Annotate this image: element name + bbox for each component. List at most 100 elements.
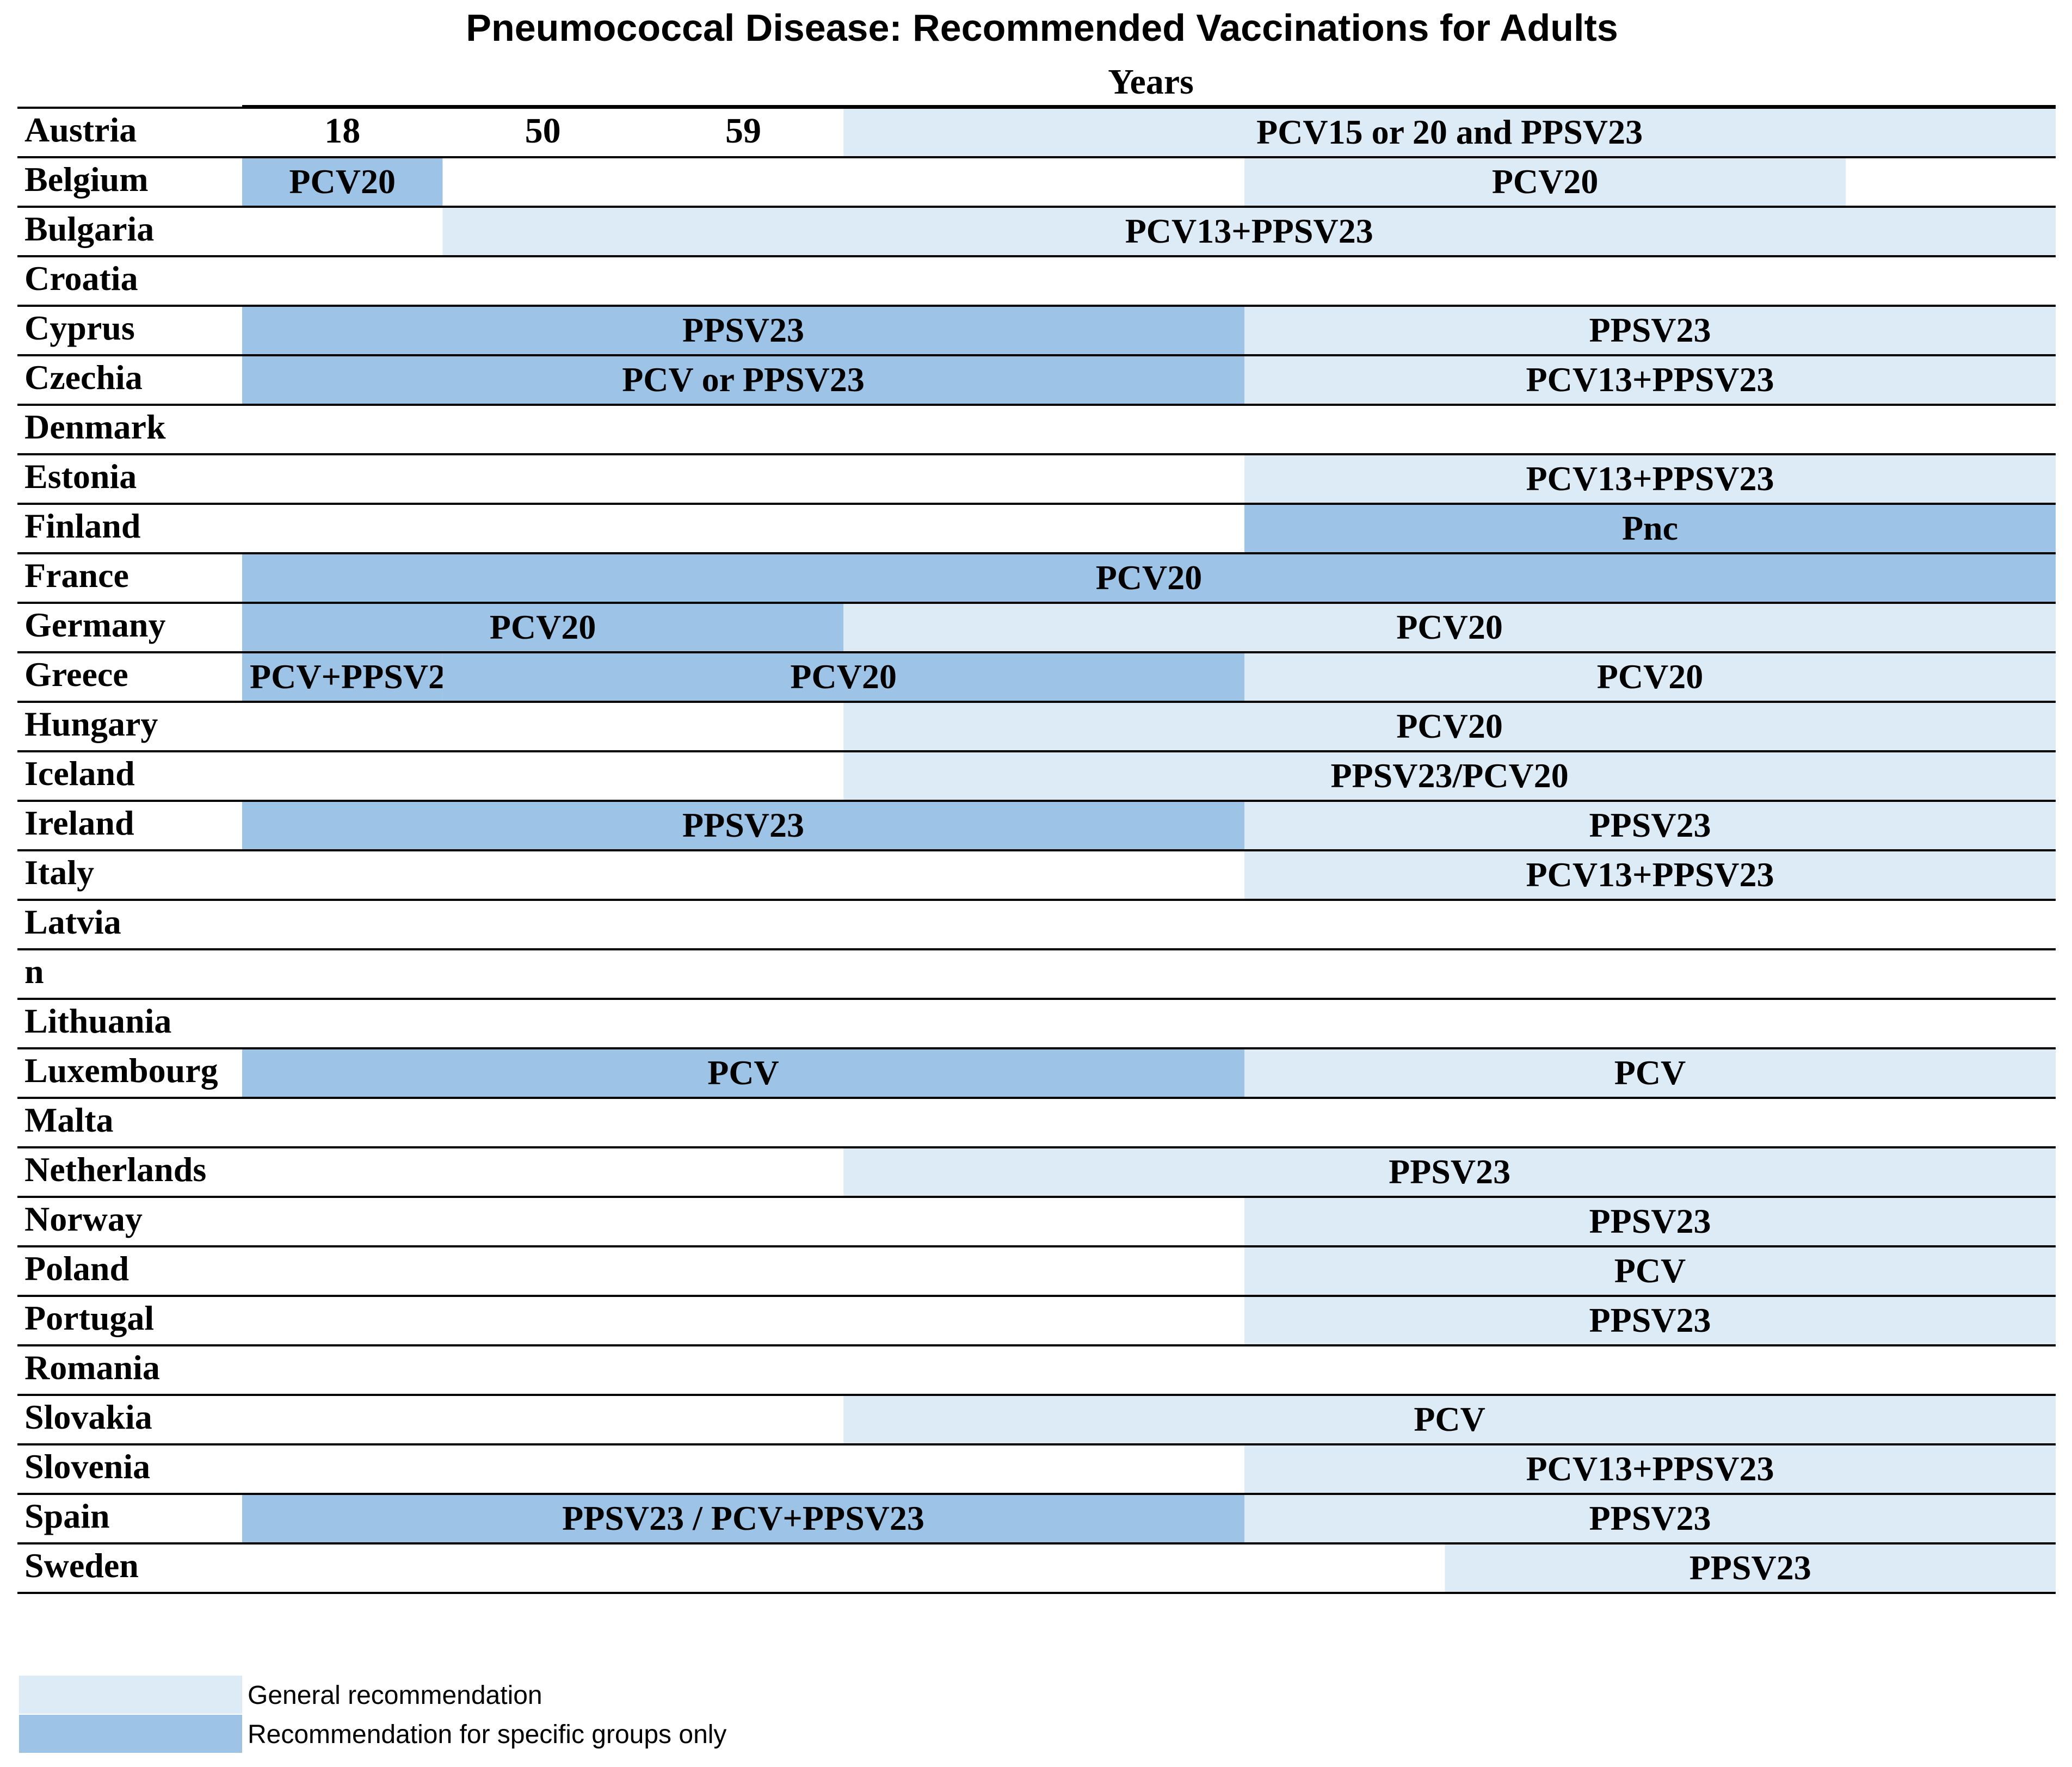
x-axis-label: Years [1108, 62, 1194, 102]
country-label: Cyprus [24, 308, 135, 347]
country-label: Portugal [24, 1299, 154, 1337]
recommendation-bar-specific [242, 356, 1244, 404]
recommendation-bar-general [843, 1396, 2056, 1443]
country-row: PCV+PPSV2 PCV20 PCV20 Greece [17, 651, 2056, 701]
age-tick-label: 50 [525, 111, 561, 151]
recommendation-label: PCV20 [1597, 657, 1704, 696]
country-row: Malta [17, 1097, 2056, 1139]
recommendation-label: PCV20 [1492, 162, 1599, 201]
country-row: Lithuania [17, 998, 2056, 1040]
recommendation-label: PCV or PPSV23 [622, 360, 865, 399]
country-row: PCV13+PPSV23 Bulgaria [17, 206, 2056, 255]
country-row: PPSV23/PCV20 Iceland [17, 750, 2056, 800]
recommendation-bar-general [843, 109, 2056, 156]
country-label: Iceland [24, 754, 135, 793]
recommendation-bar-general [1244, 307, 2056, 354]
recommendation-bar-specific [242, 1495, 1244, 1542]
country-row: PCV20 PCV20 Belgium [17, 156, 2056, 206]
recommendation-label: PPSV23 [1689, 1548, 1811, 1587]
recommendation-label: PCV13+PPSV23 [1526, 1449, 1774, 1488]
legend-label-specific: Recommendation for specific groups only [248, 1720, 726, 1749]
country-row: PCV13+PPSV23 Italy [17, 849, 2056, 899]
recommendation-bar-general [1244, 455, 2056, 503]
recommendation-bar-general [1244, 802, 2056, 849]
recommendation-bar-general [843, 604, 2056, 651]
country-label: Slovakia [24, 1398, 152, 1436]
country-rows: PCV15 or 20 and PPSV23 Austria PCV20 PCV20 B… [17, 107, 2056, 1594]
recommendation-bar-specific [242, 802, 1244, 849]
country-row: PCV13+PPSV23 Estonia [17, 453, 2056, 503]
country-label: Belgium [24, 160, 149, 199]
country-label: Spain [24, 1497, 110, 1535]
country-row: PCV Slovakia [17, 1394, 2056, 1443]
legend: General recommendation Recommendation fo… [19, 1676, 726, 1753]
recommendation-label: PPSV23/PCV20 [1330, 756, 1568, 795]
country-row: Pnc Finland [17, 503, 2056, 552]
recommendation-label: PCV20 [1096, 558, 1202, 597]
recommendation-label: PCV [1414, 1400, 1485, 1438]
country-row: PCV PCV Luxembourg [17, 1047, 2056, 1097]
chart-title: Pneumococcal Disease: Recommended Vaccin… [466, 7, 1618, 49]
country-label: Greece [24, 655, 128, 694]
country-row: PPSV23 PPSV23 Ireland [17, 800, 2056, 849]
recommendation-bar-general [1244, 1049, 2056, 1097]
country-row: PCV20 PCV20 Germany [17, 602, 2056, 651]
recommendation-label: PCV13+PPSV23 [1526, 459, 1774, 498]
recommendation-label: PCV20 [1396, 707, 1503, 745]
recommendation-label: PCV15 or 20 and PPSV23 [1256, 113, 1643, 151]
country-row: Romania [17, 1344, 2056, 1387]
country-row: PCV20 France [17, 552, 2056, 602]
recommendation-label: Pnc [1622, 509, 1678, 547]
recommendation-bar-general [442, 208, 2056, 255]
country-row: Croatia [17, 255, 2056, 298]
age-tick-label: 59 [725, 111, 761, 151]
recommendation-bar-general [843, 1148, 2056, 1196]
recommendation-bar-specific [442, 653, 1244, 701]
legend-swatch-general [19, 1676, 242, 1714]
recommendation-bar-general [843, 703, 2056, 750]
country-label: Hungary [24, 705, 158, 743]
recommendation-bar-general [1244, 1247, 2056, 1295]
recommendation-label: PPSV23 [1389, 1152, 1510, 1191]
recommendation-label: PCV [1614, 1251, 1686, 1290]
recommendation-label: PCV20 [289, 162, 396, 201]
recommendation-label: PCV13+PPSV23 [1526, 360, 1774, 399]
country-label: Malta [24, 1101, 114, 1139]
country-label: Bulgaria [24, 209, 154, 248]
country-row: PCV15 or 20 and PPSV23 Austria [17, 107, 2056, 156]
country-label: France [24, 556, 129, 595]
recommendation-label: PPSV23 [1589, 311, 1711, 349]
recommendation-label: PCV20 [790, 657, 897, 696]
country-row: Denmark [17, 404, 2056, 446]
recommendation-bar-general [843, 752, 2056, 800]
country-row: PPSV23 Netherlands [17, 1146, 2056, 1196]
recommendation-label: PCV20 [1396, 608, 1503, 646]
legend-label-general: General recommendation [248, 1681, 542, 1710]
country-row: PPSV23 Sweden [17, 1542, 2056, 1592]
recommendation-label: PPSV23 / PCV+PPSV23 [562, 1499, 924, 1537]
country-label: Estonia [24, 457, 137, 496]
country-label: Slovenia [24, 1447, 150, 1486]
legend-swatch-specific [19, 1715, 242, 1753]
age-tick-label: 18 [324, 111, 360, 151]
country-row: PPSV23 PPSV23 Cyprus [17, 305, 2056, 354]
country-label: Poland [24, 1249, 129, 1288]
recommendation-label: PPSV23 [1589, 1499, 1711, 1537]
recommendation-label: PCV [1614, 1053, 1686, 1092]
country-label: Luxembourg [24, 1051, 218, 1090]
recommendation-label: PPSV23 [1589, 1202, 1711, 1240]
country-row: PCV or PPSV23 PCV13+PPSV23 Czechia [17, 354, 2056, 404]
country-label: Czechia [24, 358, 143, 397]
country-label: Lithuania [24, 1002, 171, 1040]
recommendation-label: PPSV23 [1589, 1301, 1711, 1339]
country-row: PPSV23 / PCV+PPSV23 PPSV23 Spain [17, 1493, 2056, 1542]
recommendation-bar-general [1244, 1495, 2056, 1542]
recommendation-bar-specific [1244, 505, 2056, 552]
country-label: Romania [24, 1348, 160, 1387]
recommendation-bar-general [1244, 158, 1846, 206]
country-label: n [24, 952, 44, 991]
recommendation-label: PPSV23 [682, 311, 804, 349]
recommendation-label: PCV13+PPSV23 [1125, 212, 1373, 250]
country-row: PPSV23 Norway [17, 1196, 2056, 1245]
